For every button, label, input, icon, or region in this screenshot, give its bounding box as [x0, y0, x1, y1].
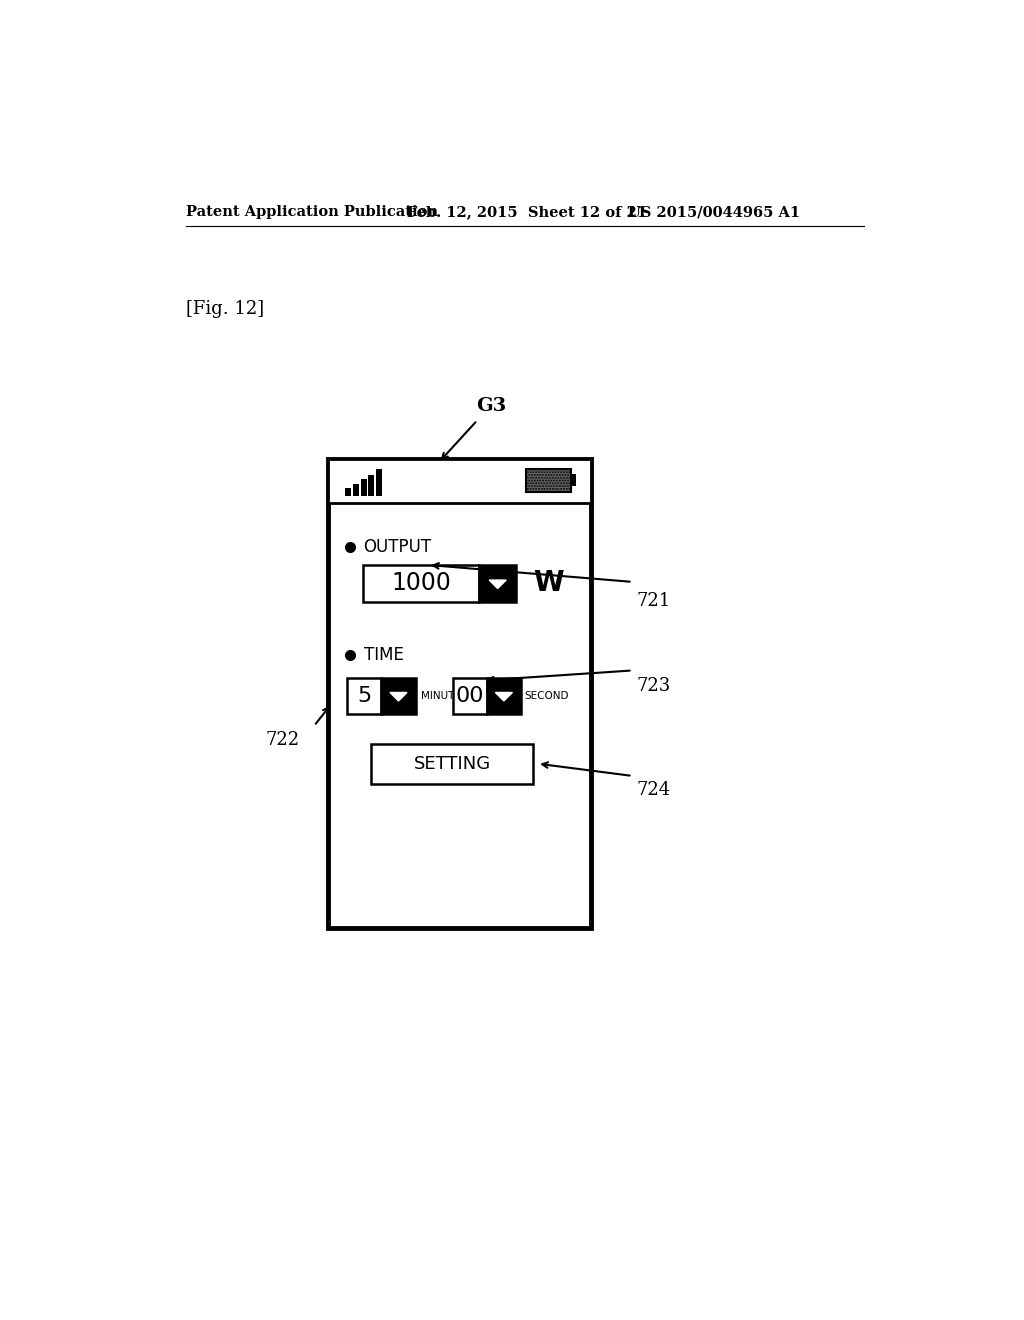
Text: SECOND: SECOND [524, 690, 569, 701]
Text: 722: 722 [266, 731, 300, 748]
Bar [381, 678, 416, 714]
Text: MINUTE: MINUTE [421, 690, 461, 701]
Bar [362, 565, 479, 602]
Polygon shape [489, 579, 506, 589]
Text: Patent Application Publication: Patent Application Publication [186, 206, 438, 219]
Polygon shape [390, 693, 407, 701]
Bar [369, 475, 375, 496]
Text: 00: 00 [456, 686, 484, 706]
Bar [328, 459, 592, 503]
Bar [486, 678, 521, 714]
Text: W: W [534, 569, 564, 598]
Bar [360, 479, 367, 496]
Bar [525, 469, 570, 492]
Bar [345, 488, 351, 496]
Text: US 2015/0044965 A1: US 2015/0044965 A1 [628, 206, 800, 219]
Bar [453, 678, 486, 714]
Bar [570, 474, 575, 487]
Text: 723: 723 [636, 677, 671, 694]
Text: [Fig. 12]: [Fig. 12] [186, 300, 264, 318]
Text: SETTING: SETTING [414, 755, 490, 772]
Text: 1000: 1000 [391, 572, 451, 595]
Bar [347, 678, 381, 714]
Bar [371, 743, 534, 784]
Text: G3: G3 [476, 397, 507, 416]
Text: Feb. 12, 2015  Sheet 12 of 21: Feb. 12, 2015 Sheet 12 of 21 [407, 206, 647, 219]
Bar [328, 459, 592, 928]
Polygon shape [496, 693, 512, 701]
Bar [376, 470, 382, 496]
Text: TIME: TIME [364, 645, 403, 664]
Bar [479, 565, 516, 602]
Text: OUTPUT: OUTPUT [364, 539, 432, 556]
Bar [352, 484, 359, 496]
Text: 721: 721 [636, 593, 671, 610]
Text: 724: 724 [636, 781, 671, 799]
Text: 5: 5 [357, 686, 372, 706]
